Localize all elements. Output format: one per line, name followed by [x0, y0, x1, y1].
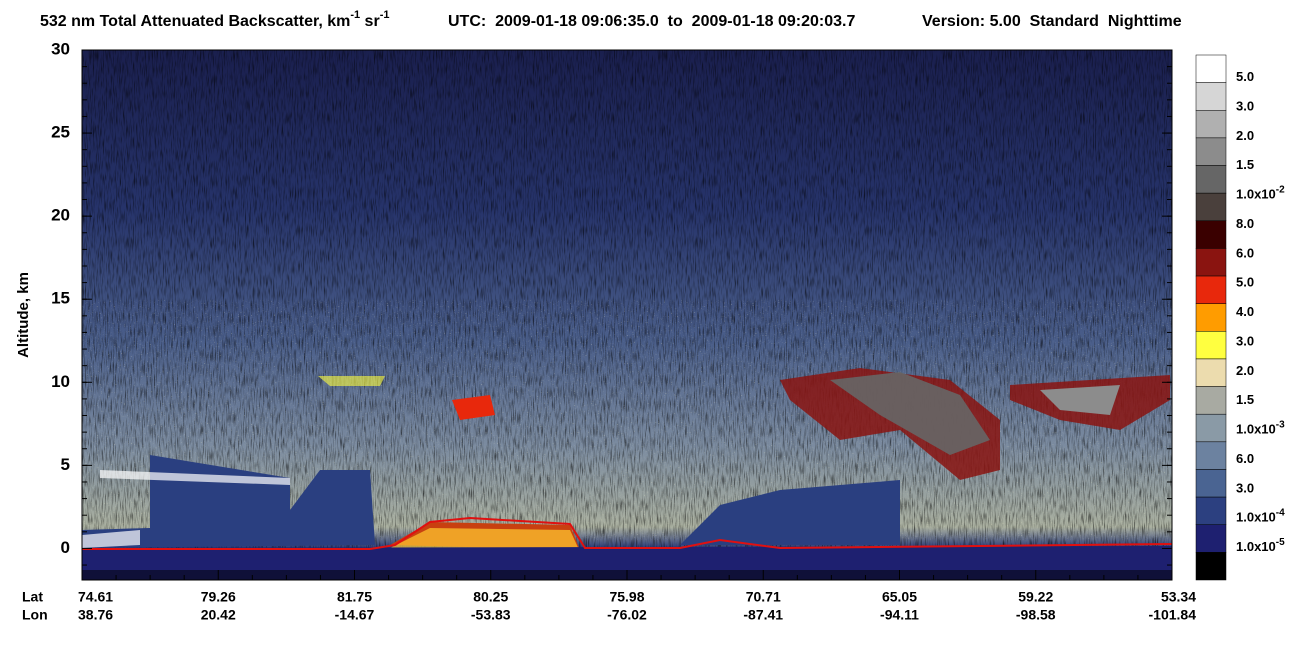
colorbar-label-superscript: -4 — [1276, 507, 1285, 518]
colorbar-swatch — [1195, 386, 1227, 415]
colorbar-label-text: 6.0 — [1236, 451, 1254, 466]
lon-tick-label: 38.76 — [78, 607, 113, 623]
colorbar-label-text: 8.0 — [1236, 216, 1254, 231]
y-tick-label: 15 — [51, 289, 70, 308]
y-tick-label: 5 — [61, 455, 70, 474]
colorbar-swatch — [1195, 413, 1227, 443]
colorbar-label-text: 3.0 — [1236, 334, 1254, 349]
colorbar-label: 3.0 — [1236, 481, 1254, 496]
colorbar-swatch — [1195, 165, 1227, 194]
colorbar-label-text: 3.0 — [1236, 99, 1254, 114]
title-superscript: -1 — [380, 9, 390, 21]
y-tick-label: 30 — [51, 39, 70, 58]
lat-label: Lat — [22, 589, 43, 605]
lat-tick-label: 79.26 — [201, 589, 236, 605]
colorbar-label: 6.0 — [1236, 451, 1254, 466]
colorbar-label-text: 1.0x10 — [1236, 539, 1276, 554]
colorbar-label-superscript: -3 — [1276, 419, 1285, 430]
lon-tick-label: -76.02 — [607, 607, 647, 623]
colorbar-label-text: 3.0 — [1236, 481, 1254, 496]
colorbar-label-text: 5.0 — [1236, 275, 1254, 290]
colorbar-label: 4.0 — [1236, 304, 1254, 319]
colorbar-swatch — [1195, 192, 1227, 222]
colorbar-swatch — [1195, 469, 1227, 498]
lat-tick-label: 65.05 — [882, 589, 917, 605]
colorbar-swatch — [1195, 441, 1227, 470]
colorbar-label-text: 1.0x10 — [1236, 187, 1276, 202]
y-tick-label: 10 — [51, 372, 70, 391]
colorbar-swatch — [1195, 303, 1227, 332]
lon-tick-label: -101.84 — [1149, 607, 1197, 623]
colorbar-label-text: 1.5 — [1236, 393, 1254, 408]
colorbar-label: 5.0 — [1236, 275, 1254, 290]
colorbar-swatch — [1195, 496, 1227, 525]
colorbar-swatch — [1195, 137, 1227, 166]
y-tick-label: 25 — [51, 123, 70, 142]
lon-tick-label: -94.11 — [880, 607, 919, 623]
lat-tick-label: 80.25 — [473, 589, 508, 605]
colorbar-label: 3.0 — [1236, 334, 1254, 349]
colorbar-swatch — [1195, 358, 1227, 387]
lon-tick-label: -14.67 — [335, 607, 375, 623]
colorbar-label-text: 5.0 — [1236, 69, 1254, 84]
lon-tick-label: 20.42 — [201, 607, 236, 623]
colorbar-label: 5.0 — [1236, 69, 1254, 84]
utc-range: UTC: 2009-01-18 09:06:35.0 to 2009-01-18… — [448, 13, 855, 30]
chart-title: 532 nm Total Attenuated Backscatter, km-… — [40, 9, 389, 30]
colorbar-label-text: 2.0 — [1236, 363, 1254, 378]
colorbar-swatch — [1195, 248, 1227, 277]
lat-tick-label: 70.71 — [746, 589, 781, 605]
lat-tick-label: 75.98 — [609, 589, 644, 605]
y-tick-label: 20 — [51, 206, 70, 225]
colorbar-label: 1.5 — [1236, 158, 1254, 173]
lat-tick-label: 74.61 — [78, 589, 113, 605]
colorbar-swatch — [1195, 110, 1227, 139]
lon-tick-label: -98.58 — [1016, 607, 1056, 623]
y-tick-label: 0 — [61, 538, 70, 557]
colorbar-label-text: 2.0 — [1236, 128, 1254, 143]
colorbar-label-text: 4.0 — [1236, 304, 1254, 319]
colorbar-label: 1.5 — [1236, 393, 1254, 408]
colorbar-swatch — [1195, 331, 1227, 360]
colorbar-label-text: 1.0x10 — [1236, 510, 1276, 525]
colorbar-label: 1.0x10-4 — [1236, 507, 1285, 525]
colorbar-swatch — [1195, 275, 1227, 304]
colorbar-swatch — [1195, 54, 1227, 83]
colorbar-label: 1.0x10-5 — [1236, 537, 1285, 555]
colorbar-label-superscript: -2 — [1276, 184, 1285, 195]
colorbar-label: 6.0 — [1236, 246, 1254, 261]
version: Version: 5.00 Standard Nighttime — [922, 13, 1182, 30]
lat-tick-label: 59.22 — [1018, 589, 1053, 605]
backscatter-image — [82, 50, 1172, 580]
lon-tick-label: -53.83 — [471, 607, 511, 623]
title-part: sr — [360, 13, 380, 30]
y-axis-label: Altitude, km — [15, 272, 32, 358]
colorbar-label: 1.0x10-2 — [1236, 184, 1285, 202]
colorbar-label: 1.0x10-3 — [1236, 419, 1285, 437]
colorbar-swatch — [1195, 524, 1227, 553]
colorbar-label: 8.0 — [1236, 216, 1254, 231]
lon-label: Lon — [22, 607, 48, 623]
colorbar-label: 2.0 — [1236, 128, 1254, 143]
title-part: 532 nm Total Attenuated Backscatter, km — [40, 13, 350, 30]
colorbar-label-superscript: -5 — [1276, 537, 1285, 548]
colorbar-swatch — [1195, 220, 1227, 249]
colorbar-label: 2.0 — [1236, 363, 1254, 378]
colorbar-label-text: 1.5 — [1236, 158, 1254, 173]
colorbar-label-text: 1.0x10 — [1236, 422, 1276, 437]
colorbar-label-text: 6.0 — [1236, 246, 1254, 261]
lat-tick-label: 53.34 — [1161, 589, 1196, 605]
colorbar-swatch — [1195, 82, 1227, 111]
colorbar-swatch — [1195, 552, 1227, 581]
colorbar-label: 3.0 — [1236, 99, 1254, 114]
lat-tick-label: 81.75 — [337, 589, 372, 605]
title-superscript: -1 — [350, 9, 360, 21]
lon-tick-label: -87.41 — [743, 607, 783, 623]
